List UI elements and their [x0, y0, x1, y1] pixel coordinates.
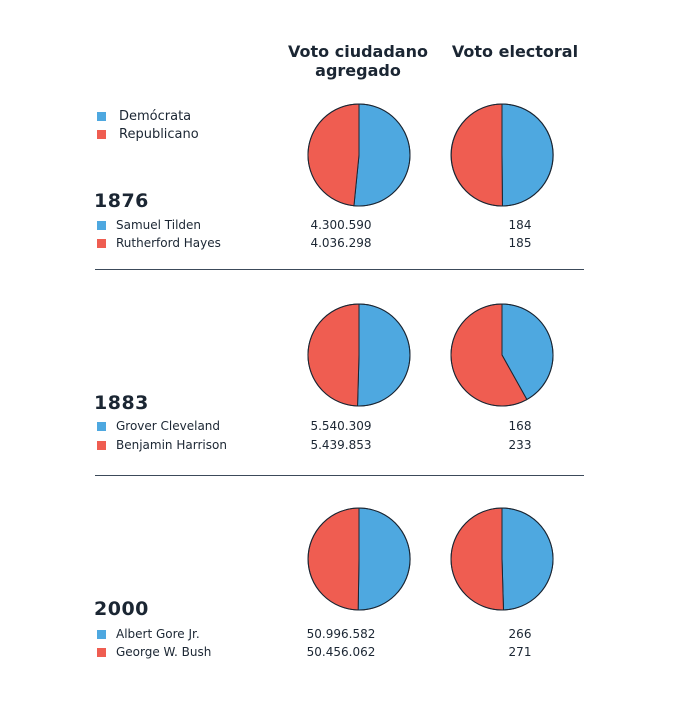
rep-slice: [307, 507, 360, 611]
header-electoral-vote: Voto electoral: [451, 42, 579, 61]
legend-democrat: Demócrata: [97, 109, 191, 124]
rep-slice: [307, 103, 360, 207]
dem-swatch: [97, 629, 106, 639]
electoral-dem-1883: 168: [508, 419, 532, 433]
dem-slice: [357, 303, 411, 407]
rep-slice: [450, 103, 503, 207]
pie-outline: [307, 507, 411, 611]
pie-outline: [450, 507, 554, 611]
candidate-rep-2000: George W. Bush: [97, 645, 211, 659]
pie-outline: [307, 303, 411, 407]
rep-slice: [450, 507, 505, 611]
dem-swatch: [97, 220, 106, 230]
candidate-rep-1883: Benjamin Harrison: [97, 438, 227, 452]
year-2000: 2000: [94, 598, 149, 620]
legend-democrat-label: Demócrata: [119, 109, 192, 124]
pie-electoral-1883: [450, 303, 554, 407]
legend-democrat-swatch: [97, 112, 106, 121]
candidate-rep-name: George W. Bush: [116, 645, 212, 659]
candidate-dem-name: Samuel Tilden: [116, 218, 202, 232]
candidate-rep-name: Benjamin Harrison: [116, 438, 227, 452]
pie-electoral-2000: [450, 507, 554, 611]
candidate-rep-1876: Rutherford Hayes: [97, 236, 221, 250]
rep-swatch: [97, 238, 106, 248]
electoral-rep-1876: 185: [508, 236, 532, 250]
legend-republican-swatch: [97, 130, 106, 139]
candidate-dem-1876: Samuel Tilden: [97, 218, 201, 232]
candidate-dem-1883: Grover Cleveland: [97, 419, 220, 433]
pie-popular-1883: [307, 303, 411, 407]
popular-dem-1883: 5.540.309: [310, 419, 372, 433]
electoral-dem-2000: 266: [508, 627, 532, 641]
pie-outline: [307, 103, 411, 207]
dem-swatch: [97, 421, 106, 431]
dem-slice: [353, 103, 411, 207]
year-1883: 1883: [94, 392, 149, 414]
candidate-rep-name: Rutherford Hayes: [116, 236, 221, 250]
dem-slice: [501, 507, 554, 611]
electoral-dem-1876: 184: [508, 218, 532, 232]
legend-republican-label: Republicano: [119, 127, 199, 142]
dem-slice: [357, 507, 411, 611]
pie-popular-2000: [307, 507, 411, 611]
rep-slice: [307, 303, 360, 407]
divider-1: [95, 269, 584, 270]
candidate-dem-name: Albert Gore Jr.: [116, 627, 200, 641]
year-1876: 1876: [94, 190, 149, 212]
divider-2: [95, 475, 584, 476]
popular-rep-1876: 4.036.298: [310, 236, 372, 250]
dem-slice: [501, 103, 554, 207]
candidate-dem-2000: Albert Gore Jr.: [97, 627, 200, 641]
pie-popular-1876: [307, 103, 411, 207]
pie-outline: [450, 303, 554, 407]
popular-rep-1883: 5.439.853: [310, 438, 372, 452]
rep-swatch: [97, 647, 106, 657]
legend-republican: Republicano: [97, 127, 199, 142]
electoral-rep-1883: 233: [508, 438, 532, 452]
candidate-dem-name: Grover Cleveland: [116, 419, 221, 433]
popular-dem-1876: 4.300.590: [310, 218, 372, 232]
electoral-rep-2000: 271: [508, 645, 532, 659]
rep-swatch: [97, 440, 106, 450]
popular-dem-2000: 50.996.582: [306, 627, 376, 641]
pie-electoral-1876: [450, 103, 554, 207]
pie-outline: [450, 103, 554, 207]
popular-rep-2000: 50.456.062: [306, 645, 376, 659]
header-popular-vote: Voto ciudadano agregado: [288, 42, 428, 80]
